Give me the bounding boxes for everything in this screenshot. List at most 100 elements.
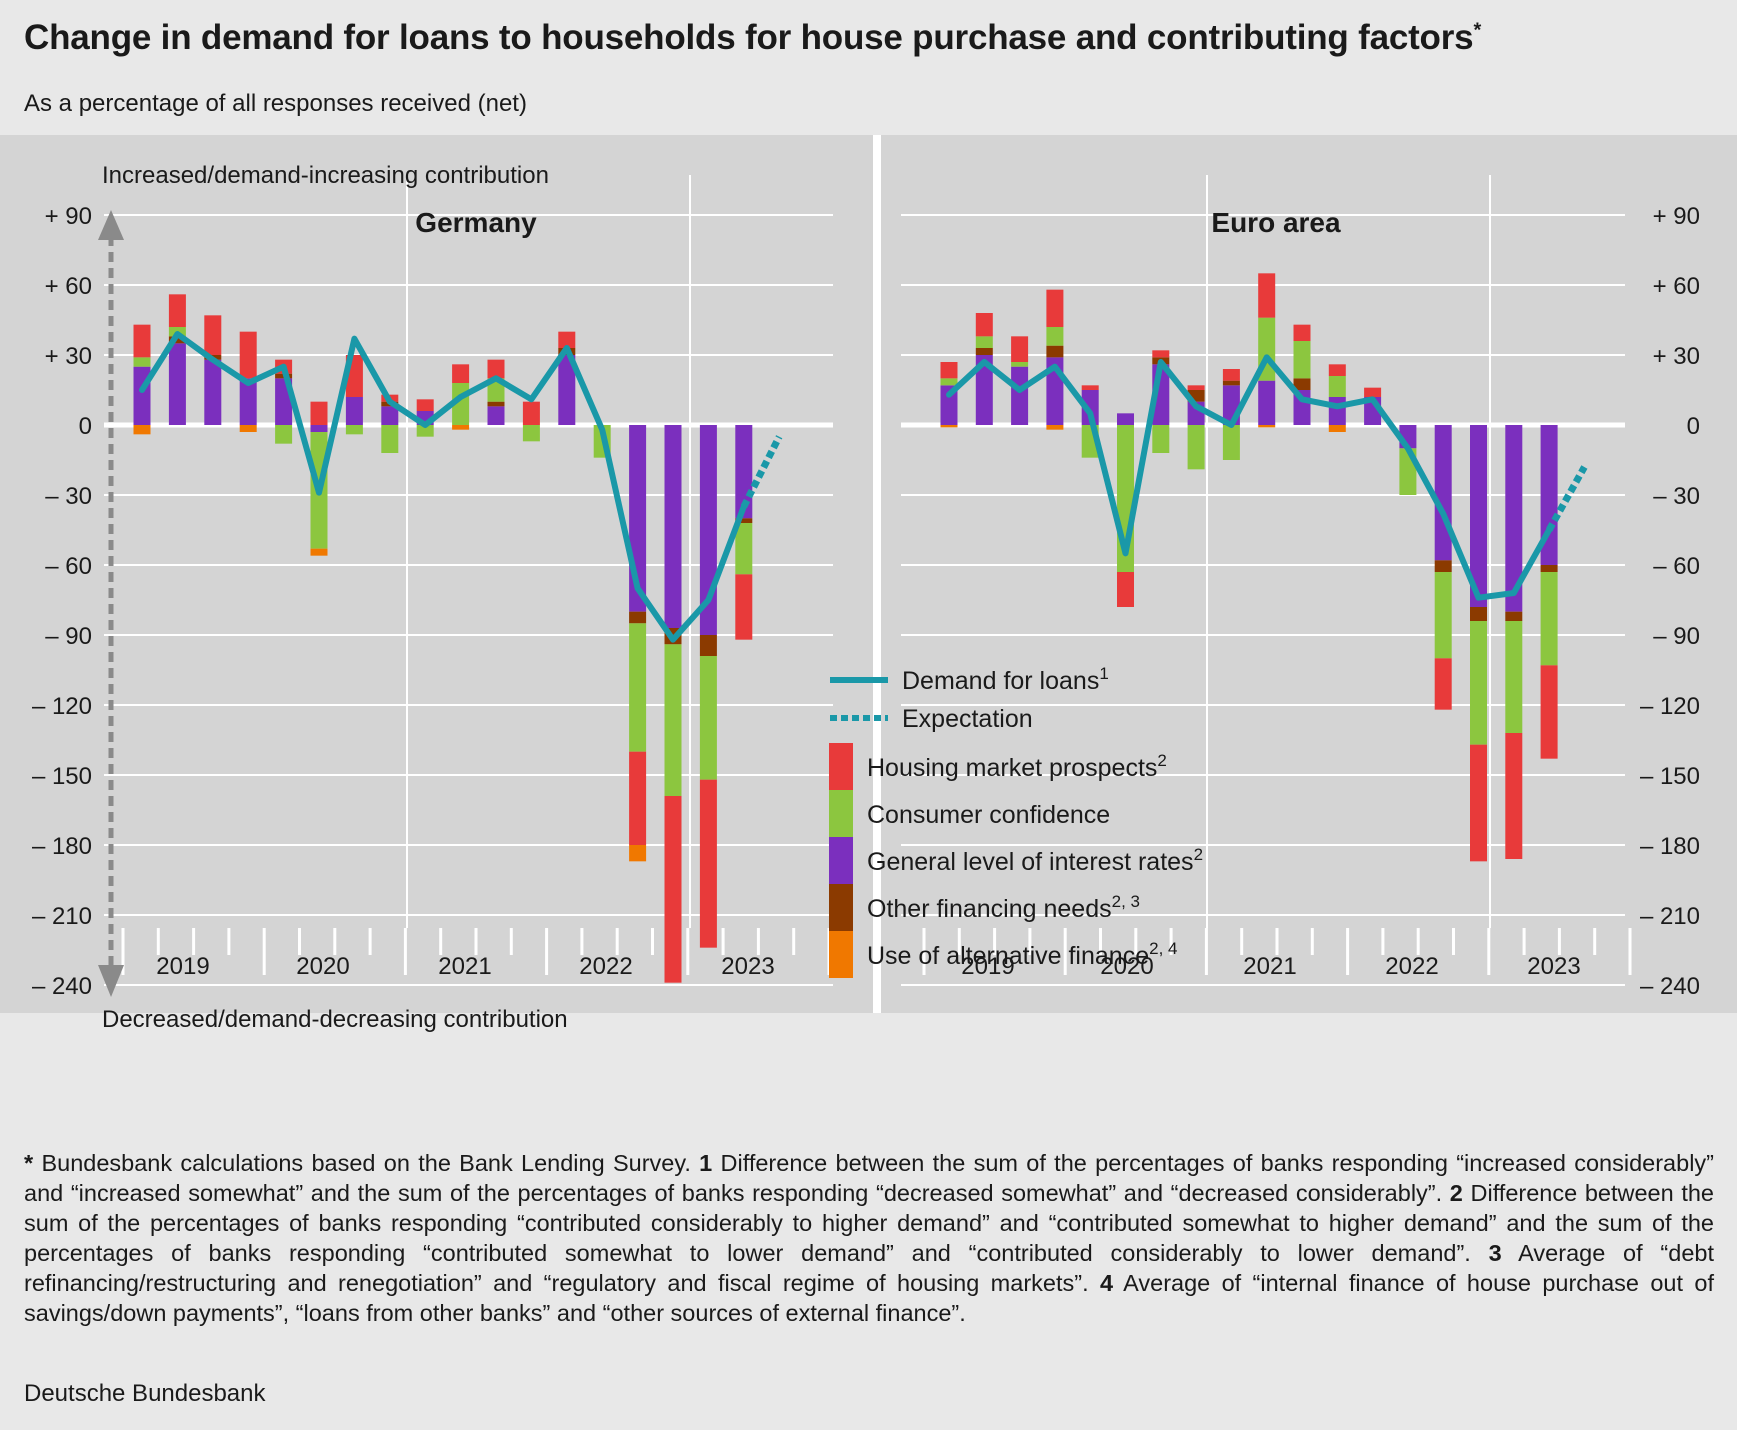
chart-subtitle: As a percentage of all responses receive… bbox=[24, 90, 527, 117]
bar-segment bbox=[940, 362, 958, 379]
legend-swatch bbox=[829, 931, 853, 978]
bar-segment bbox=[975, 336, 993, 348]
expectation-line bbox=[740, 435, 783, 509]
legend-demand-sup: 1 bbox=[1099, 664, 1108, 683]
x-year-label: 2021 bbox=[438, 953, 491, 980]
bar-segment bbox=[664, 644, 682, 796]
y-tick-label: 0 bbox=[79, 413, 92, 440]
y-tick-label: – 90 bbox=[1653, 623, 1700, 650]
legend-item-text: Consumer confidence bbox=[867, 801, 1110, 829]
bar-segment bbox=[629, 845, 647, 862]
panel-title: Germany bbox=[415, 207, 537, 238]
legend-demand-text: Demand for loans bbox=[902, 667, 1099, 695]
bar-segment bbox=[416, 399, 434, 411]
bar-segment bbox=[1187, 425, 1205, 470]
y-tick-label: – 30 bbox=[1653, 483, 1700, 510]
chart-area: + 90 + 60 + 30 0 – 30 – 60 – 90 – 120 – 150 – 180… bbox=[0, 135, 1737, 1130]
legend-item-sup: 2 bbox=[1194, 845, 1203, 864]
bar-segment bbox=[239, 378, 257, 425]
bar-segment bbox=[1293, 324, 1311, 341]
x-year-label: 2022 bbox=[579, 953, 632, 980]
bar-segment bbox=[1117, 413, 1134, 425]
bar-segment bbox=[204, 359, 222, 425]
bar-segment bbox=[1505, 611, 1523, 621]
legend-item-label: Housing market prospects2 bbox=[867, 751, 1167, 782]
demand-line bbox=[946, 354, 1553, 601]
bar-segment bbox=[699, 779, 717, 948]
x-year-label: 2022 bbox=[1385, 953, 1438, 980]
y-tick-label: – 120 bbox=[32, 693, 92, 720]
y-tick-label: + 90 bbox=[1653, 203, 1700, 230]
bar-segment bbox=[345, 425, 363, 435]
demand-line bbox=[139, 331, 747, 643]
legend-swatch bbox=[829, 790, 853, 837]
bar-segment bbox=[1152, 425, 1170, 453]
bar-segment bbox=[940, 385, 958, 425]
bar-segment bbox=[1328, 425, 1346, 432]
bar-segment bbox=[133, 357, 151, 367]
bar-segment bbox=[629, 751, 647, 845]
bar-segment bbox=[1540, 572, 1558, 666]
bar-segment bbox=[1011, 366, 1029, 425]
legend-item-text: Use of alternative finance bbox=[867, 942, 1149, 970]
bar-segment bbox=[1152, 350, 1170, 358]
legend-item-sup: 2 bbox=[1157, 751, 1166, 770]
bar-segment bbox=[1258, 380, 1276, 425]
bar-segment bbox=[1117, 572, 1134, 607]
legend-item-label: Use of alternative finance2, 4 bbox=[867, 939, 1177, 970]
bar-segment bbox=[1046, 289, 1064, 327]
plot-background bbox=[881, 135, 1737, 1013]
y-tick-label: – 180 bbox=[1640, 833, 1700, 860]
legend-item-sup: 2, 4 bbox=[1149, 939, 1177, 958]
y-tick-label: + 30 bbox=[1653, 343, 1700, 370]
panel-separator bbox=[873, 135, 881, 1013]
plot-background bbox=[0, 135, 873, 1013]
legend-expectation-label: Expectation bbox=[902, 705, 1033, 733]
bar-segment bbox=[168, 343, 186, 425]
chart-svg: + 90 + 60 + 30 0 – 30 – 60 – 90 – 120 – 150 – 180… bbox=[0, 135, 1737, 1033]
bar-segment bbox=[1540, 665, 1558, 759]
bar-segment bbox=[1470, 621, 1487, 745]
bar-segment bbox=[522, 401, 540, 425]
legend-swatch bbox=[829, 743, 853, 790]
legend-item-text: General level of interest rates bbox=[867, 848, 1194, 876]
x-year-label: 2023 bbox=[1527, 953, 1580, 980]
bar-segment bbox=[168, 294, 186, 327]
bar-segment bbox=[1187, 385, 1205, 390]
legend-swatch bbox=[829, 884, 853, 931]
y-tick-label: – 210 bbox=[32, 903, 92, 930]
bar-segment bbox=[1328, 364, 1346, 376]
y-tick-label: – 240 bbox=[1640, 973, 1700, 1000]
bar-segment bbox=[1011, 336, 1029, 362]
bar-segment bbox=[1222, 425, 1240, 460]
x-year-label: 2023 bbox=[721, 953, 774, 980]
bar-segment bbox=[345, 397, 363, 425]
bar-segment bbox=[168, 336, 186, 344]
y-tick-label: – 150 bbox=[1640, 763, 1700, 790]
bar-segment bbox=[1081, 390, 1099, 425]
bar-segment bbox=[940, 425, 958, 428]
bar-segment bbox=[487, 406, 505, 425]
bar-segment bbox=[1505, 733, 1523, 859]
bar-segment bbox=[1293, 341, 1311, 379]
legend-swatch bbox=[829, 837, 853, 884]
y-tick-label: – 120 bbox=[1640, 693, 1700, 720]
bar-segment bbox=[522, 425, 540, 442]
bar-segment bbox=[629, 611, 647, 624]
bar-segment bbox=[558, 331, 576, 348]
legend-item-label: General level of interest rates2 bbox=[867, 845, 1203, 876]
bar-segment bbox=[204, 315, 222, 355]
bar-segment bbox=[940, 378, 958, 386]
bar-segment bbox=[975, 313, 993, 337]
bar-segment bbox=[975, 355, 993, 425]
bar-segment bbox=[452, 425, 470, 430]
bar-segment bbox=[239, 425, 257, 432]
bar-segment bbox=[310, 425, 328, 432]
x-year-label: 2020 bbox=[296, 953, 349, 980]
x-year-label: 2020 bbox=[1100, 953, 1153, 980]
legend-item-text: Housing market prospects bbox=[867, 754, 1157, 782]
bar-segment bbox=[310, 548, 328, 556]
bar-segment bbox=[1540, 565, 1558, 572]
y-tick-label: + 90 bbox=[45, 203, 92, 230]
footnotes: * Bundesbank calculations based on the B… bbox=[24, 1150, 1714, 1326]
